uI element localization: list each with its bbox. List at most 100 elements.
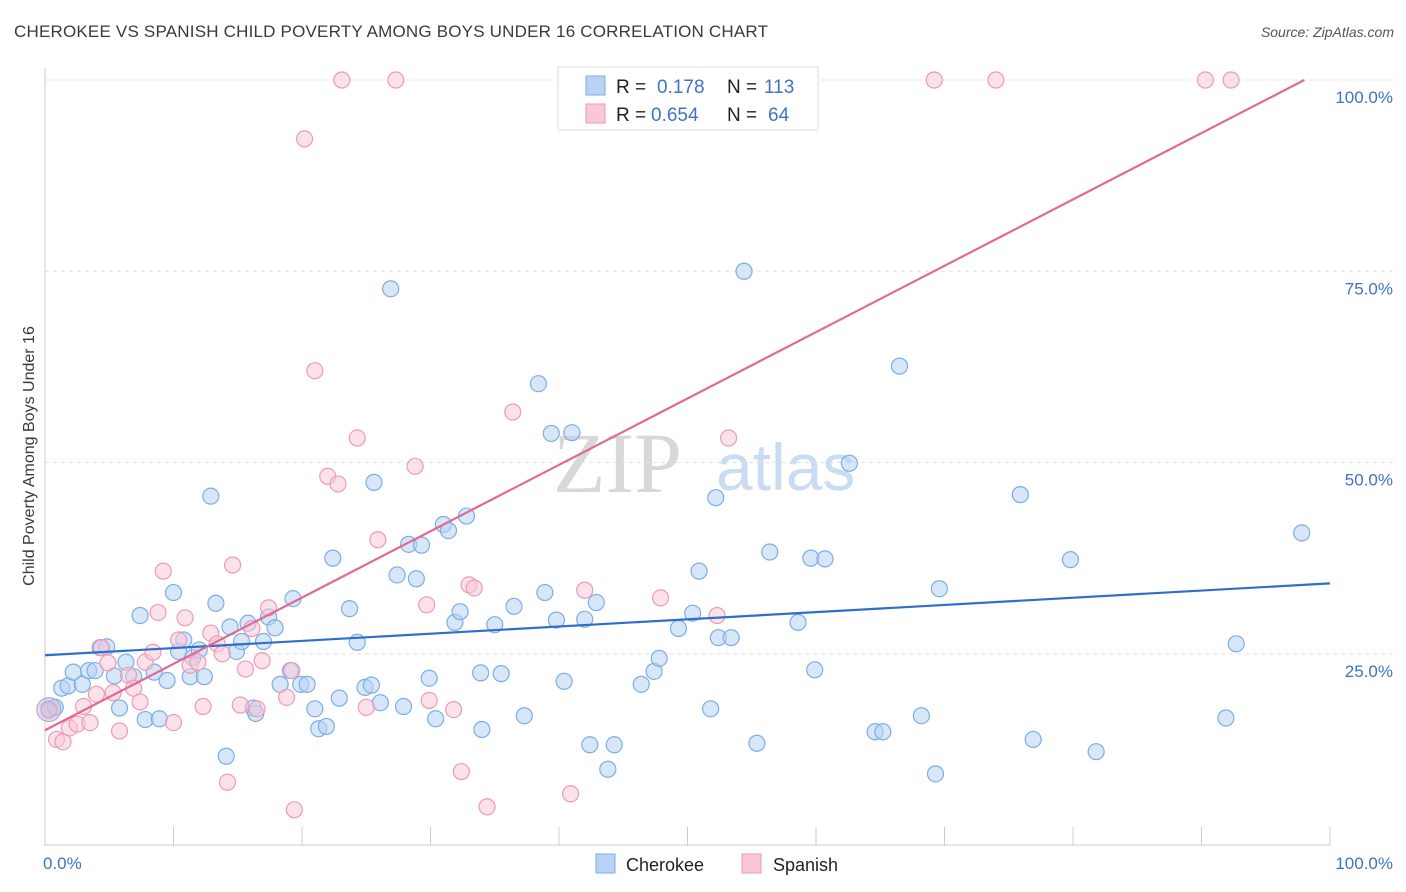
data-point-spanish bbox=[418, 596, 436, 614]
data-point-cherokee bbox=[472, 664, 490, 682]
data-point-cherokee bbox=[382, 280, 400, 298]
stats-legend: R = 0.178 N = 113 R = 0.654 N = 64 bbox=[557, 66, 819, 131]
data-point-cluster bbox=[36, 697, 62, 723]
data-point-cherokee bbox=[605, 736, 623, 754]
data-point-spanish bbox=[720, 429, 738, 447]
data-point-cherokee bbox=[874, 723, 892, 741]
data-point-cherokee bbox=[254, 632, 273, 651]
data-point-cherokee bbox=[298, 675, 316, 693]
data-point-cherokee bbox=[669, 619, 688, 638]
data-point-cherokee bbox=[1061, 551, 1080, 569]
legend-n-value-cherokee: 113 bbox=[764, 77, 794, 98]
data-point-cherokee bbox=[486, 616, 504, 634]
data-point-cherokee bbox=[324, 549, 342, 567]
data-point-spanish bbox=[369, 531, 387, 549]
data-point-spanish bbox=[149, 603, 167, 622]
data-point-cherokee bbox=[394, 697, 413, 716]
data-point-cherokee bbox=[599, 760, 617, 778]
data-point-spanish bbox=[253, 652, 271, 670]
watermark-atlas: atlas bbox=[716, 430, 855, 504]
data-point-cherokee bbox=[542, 424, 560, 443]
x-tick-label-end: 100.0% bbox=[1335, 854, 1393, 873]
data-point-spanish bbox=[259, 599, 278, 617]
chart-title: CHEROKEE VS SPANISH CHILD POVERTY AMONG … bbox=[14, 22, 769, 41]
data-point-spanish bbox=[144, 643, 162, 661]
data-point-cherokee bbox=[340, 600, 359, 618]
data-point-cherokee bbox=[748, 734, 766, 752]
y-tick-label: 75.0% bbox=[1345, 279, 1393, 298]
data-point-cherokee bbox=[306, 700, 324, 718]
series-legend: Cherokee Spanish bbox=[595, 853, 838, 875]
data-point-cherokee bbox=[427, 710, 445, 728]
data-point-cherokee bbox=[515, 707, 533, 725]
data-point-cherokee bbox=[761, 543, 779, 561]
y-axis-label: Child Poverty Among Boys Under 16 bbox=[21, 326, 38, 586]
data-point-cherokee bbox=[926, 765, 945, 783]
legend-swatch-spanish bbox=[585, 103, 606, 124]
data-point-cherokee bbox=[492, 665, 510, 683]
legend-swatch-cherokee bbox=[585, 75, 606, 96]
data-point-cherokee bbox=[365, 473, 383, 491]
data-point-cherokee bbox=[150, 710, 168, 728]
legend-r-label-1: R = bbox=[616, 77, 646, 98]
bottom-legend-swatch-spanish bbox=[741, 853, 762, 874]
data-point-cherokee bbox=[840, 454, 859, 472]
legend-r-value-cherokee: 0.178 bbox=[657, 77, 705, 98]
data-point-cherokee bbox=[587, 593, 605, 612]
data-point-spanish bbox=[131, 693, 149, 711]
data-point-cherokee bbox=[195, 668, 213, 686]
y-tick-labels: 25.0% 50.0% 75.0% 100.0% bbox=[1335, 88, 1393, 681]
data-point-spanish bbox=[218, 773, 237, 791]
axes bbox=[44, 68, 1331, 846]
x-tick-labels: 0.0% 100.0% bbox=[43, 854, 1393, 873]
series-points-spanish bbox=[40, 71, 1240, 819]
bottom-legend-spanish: Spanish bbox=[773, 855, 838, 875]
data-point-cherokee bbox=[684, 604, 702, 622]
data-point-cherokee bbox=[110, 699, 129, 717]
y-tick-label: 25.0% bbox=[1345, 662, 1393, 681]
y-tick-label: 50.0% bbox=[1345, 471, 1393, 490]
trend-line-cherokee bbox=[44, 582, 1331, 657]
data-point-cherokee bbox=[529, 375, 548, 393]
data-point-spanish bbox=[987, 71, 1005, 89]
data-point-cherokee bbox=[930, 580, 948, 598]
data-point-spanish bbox=[306, 362, 324, 380]
data-point-cherokee bbox=[233, 632, 251, 651]
data-point-spanish bbox=[285, 801, 303, 819]
data-point-cherokee bbox=[1087, 743, 1105, 761]
data-point-spanish bbox=[387, 71, 405, 89]
data-point-cherokee bbox=[473, 720, 491, 739]
data-point-spanish bbox=[357, 698, 375, 716]
data-point-spanish bbox=[110, 722, 129, 740]
data-point-spanish bbox=[651, 589, 670, 607]
legend-n-label-1: N = bbox=[727, 77, 757, 98]
source-label: Source: ZipAtlas.com bbox=[1260, 24, 1394, 40]
data-point-spanish bbox=[406, 457, 424, 475]
bottom-legend-cherokee: Cherokee bbox=[626, 855, 704, 875]
data-point-spanish bbox=[333, 71, 351, 89]
data-point-cherokee bbox=[217, 747, 235, 765]
data-point-spanish bbox=[236, 660, 255, 678]
data-point-spanish bbox=[925, 71, 943, 89]
data-point-cherokee bbox=[266, 619, 284, 637]
data-point-spanish bbox=[99, 654, 117, 672]
data-point-spanish bbox=[420, 691, 438, 710]
data-point-cherokee bbox=[317, 717, 336, 736]
data-point-spanish bbox=[248, 700, 266, 718]
data-point-spanish bbox=[465, 579, 483, 597]
data-point-spanish bbox=[576, 581, 594, 599]
x-tick-label-start: 0.0% bbox=[43, 854, 82, 873]
data-point-spanish bbox=[452, 762, 470, 781]
gridlines bbox=[45, 79, 1395, 655]
data-point-spanish bbox=[194, 697, 212, 716]
data-point-cherokee bbox=[722, 629, 740, 647]
legend-n-label-2: N = bbox=[727, 105, 757, 126]
data-point-spanish bbox=[348, 429, 366, 447]
bottom-legend-swatch-cherokee bbox=[595, 853, 616, 874]
data-point-cherokee bbox=[581, 736, 599, 754]
data-point-spanish bbox=[1196, 71, 1214, 89]
trend-line-spanish bbox=[44, 79, 1305, 732]
data-point-spanish bbox=[708, 606, 726, 625]
data-point-cherokee bbox=[362, 676, 380, 694]
